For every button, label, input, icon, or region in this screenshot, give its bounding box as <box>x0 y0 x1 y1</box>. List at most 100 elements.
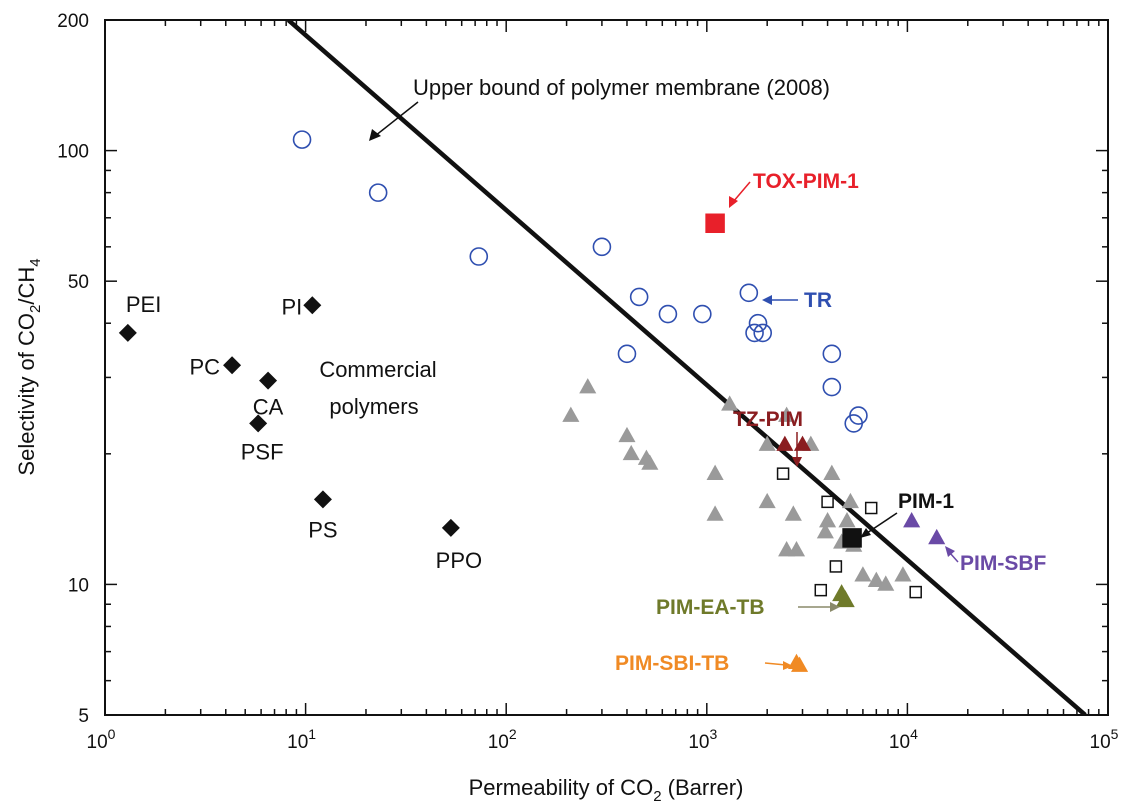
tr-circle-point <box>629 287 649 307</box>
pim-triangle-point <box>841 492 859 509</box>
pim-triangle-point <box>721 395 739 411</box>
pim-open-square-point <box>776 467 790 480</box>
commercial-polymers-label: Commercial <box>319 357 436 382</box>
pim-triangle-point <box>778 406 796 422</box>
pim-1-point <box>842 528 862 548</box>
tz-pim-point <box>776 435 794 451</box>
pim-triangle-point <box>706 505 724 521</box>
x-tick-label: 100 <box>87 726 116 753</box>
pim-sbi-tb-arrowhead <box>783 661 793 670</box>
pim-triangle-point <box>894 566 912 582</box>
pim-sbi-tb-point <box>787 653 806 669</box>
upper-bound-line <box>286 20 1087 715</box>
pim-triangle-point <box>854 566 872 582</box>
tr-circle-point <box>658 304 678 324</box>
commercial-point-label: PS <box>308 517 337 542</box>
tr-circle-point <box>592 237 612 257</box>
pim-open-square-point <box>829 560 843 573</box>
y-tick-label: 5 <box>78 706 89 727</box>
commercial-polymers-label-line2: polymers <box>329 394 418 419</box>
pim-sbf-point <box>928 528 946 545</box>
commercial-point-label: PEI <box>126 292 161 317</box>
x-axis-title: Permeability of CO2 (Barrer) <box>469 775 744 805</box>
pim-open-square-point <box>814 583 828 597</box>
pim-open-square-point <box>821 495 834 509</box>
pim-1-arrowhead <box>860 528 871 538</box>
tr-circle-point <box>739 283 759 303</box>
pim-triangle-point <box>819 512 837 528</box>
commercial-diamond-point <box>313 490 332 509</box>
pim-triangle-point <box>787 541 806 557</box>
tick-labels: 100 101 102 103 104 105 5 10 50 100 200 <box>57 11 1118 753</box>
pim-triangle-point <box>823 464 841 480</box>
pim-ea-tb-arrowhead <box>830 602 840 612</box>
tox-pim-1-arrowhead <box>729 196 738 208</box>
tr-circle-point <box>748 313 768 333</box>
x-tick-label: 102 <box>488 726 517 753</box>
tz-pim-point <box>793 435 812 451</box>
tr-circle-point <box>292 130 312 149</box>
x-tick-label: 105 <box>1090 726 1119 753</box>
plot-frame <box>104 19 1109 716</box>
commercial-diamond-point <box>118 323 137 342</box>
commercial-diamond-point <box>303 296 322 315</box>
tr-circle-point <box>617 344 637 364</box>
pim-sbf-label: PIM-SBF <box>960 552 1047 575</box>
upper-bound-label: Upper bound of polymer membrane (2008) <box>413 75 830 100</box>
pim-triangle-point <box>877 575 895 591</box>
y-tick-label: 200 <box>57 11 89 32</box>
tox-pim-1-arrow-line <box>732 181 751 203</box>
pim-open-square-point <box>864 501 878 515</box>
series-layer <box>118 20 1087 715</box>
tr-arrowhead <box>762 295 772 305</box>
pim-triangle-point <box>562 406 580 422</box>
tr-circle-point <box>822 377 842 397</box>
tr-circle-point <box>822 344 842 364</box>
commercial-point-label: PPO <box>436 548 482 573</box>
pim-sbi-tb-arrow-line <box>764 662 787 666</box>
tz-pim-arrowhead <box>792 457 802 467</box>
tr-circle-point <box>469 247 489 266</box>
commercial-diamond-point <box>441 518 460 537</box>
tr-circle-point <box>753 323 773 343</box>
pim-1-label: PIM-1 <box>898 490 954 513</box>
y-tick-label: 50 <box>68 272 89 293</box>
x-tick-label: 103 <box>688 726 717 753</box>
commercial-diamond-point <box>259 371 278 390</box>
tz-pim-label: TZ-PIM <box>733 408 803 431</box>
pim-sbf-arrow-line <box>949 552 959 563</box>
pim-ea-tb-label: PIM-EA-TB <box>656 596 765 619</box>
pim-sbi-tb-label: PIM-SBI-TB <box>615 652 729 675</box>
commercial-point-label: CA <box>253 395 284 420</box>
tr-circle-point <box>368 183 388 202</box>
pim-triangle-point <box>758 435 776 451</box>
pim-triangle-point <box>816 523 834 539</box>
tr-circle-point <box>693 304 712 324</box>
tr-label: TR <box>804 289 832 312</box>
pim-open-square-point <box>909 585 922 599</box>
upper-bound-arrowhead <box>369 129 381 141</box>
upper-bound-arrow-line <box>374 101 419 137</box>
y-axis-title: Selectivity of CO2/CH4 <box>14 258 44 475</box>
pim-sbf-point <box>903 512 921 528</box>
pim-triangle-point <box>706 464 724 480</box>
tox-pim-1-label: TOX-PIM-1 <box>753 170 859 193</box>
commercial-point-label: PC <box>190 354 221 379</box>
pim-triangle-point <box>579 378 597 394</box>
tox-pim-1-point <box>705 213 725 234</box>
tr-circle-point <box>844 414 864 433</box>
commercial-diamond-point <box>223 356 242 375</box>
pim-triangle-point <box>641 454 659 470</box>
pim-triangle-point <box>867 571 885 587</box>
pim-triangle-point <box>838 512 856 528</box>
pim-triangle-point <box>758 492 776 509</box>
tr-circle-point <box>745 323 764 343</box>
y-tick-label: 100 <box>57 142 89 163</box>
pim-triangle-point <box>784 505 802 521</box>
commercial-diamond-point <box>249 414 268 433</box>
pim-triangle-point <box>618 426 636 443</box>
pim-ea-tb-point <box>832 584 852 602</box>
commercial-point-label: PSF <box>241 439 284 464</box>
pim-1-arrow-line <box>866 512 898 534</box>
